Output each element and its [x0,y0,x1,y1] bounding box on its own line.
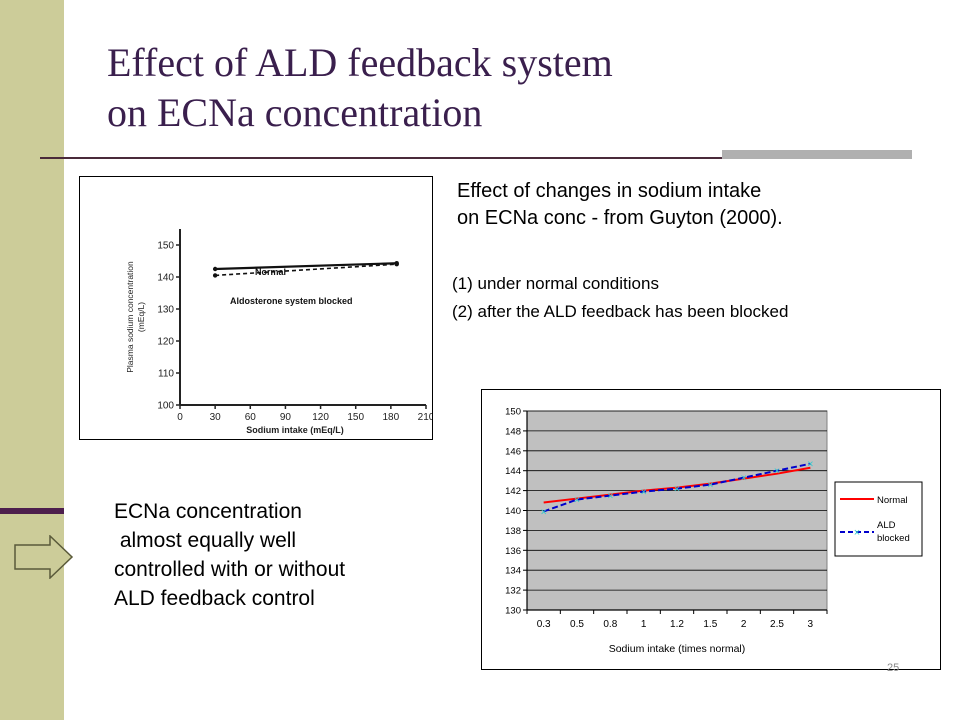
scan-y-tick-label: 140 [157,273,174,284]
excel-x-tick-label: 0.3 [537,619,551,630]
legend-blocked-marker: × [854,527,860,539]
scan-x-tick-label: 90 [280,412,292,423]
legend-normal-label: Normal [877,495,908,506]
excel-x-label: Sodium intake (times normal) [609,643,746,655]
excel-y-tick-label: 130 [505,606,521,617]
excel-y-tick-label: 138 [505,526,521,537]
conclusion-line-3: controlled with or without [114,558,346,581]
excel-x-tick-label: 1 [641,619,647,630]
conclusion-text: ECNa concentration almost equally well c… [114,497,345,613]
scan-x-tick-label: 210 [418,412,432,423]
excel-x-tick-label: 2 [741,619,747,630]
conclusion-line-2: almost equally well [114,529,297,552]
excel-x-tick-label: 1.5 [703,619,717,630]
conclusion-line-1: ECNa concentration [114,500,302,523]
sidebar-accent-bar [0,508,64,514]
scan-y-tick-label: 100 [157,401,174,412]
excel-y-tick-label: 146 [505,446,521,457]
excel-x-tick-label: 0.8 [603,619,617,630]
figure-caption: Effect of changes in sodium intake on EC… [457,178,783,232]
excel-y-tick-label: 150 [505,407,521,418]
scan-y-tick-label: 150 [157,241,174,252]
excel-data-marker: × [540,506,546,518]
excel-y-tick-label: 136 [505,546,521,557]
excel-y-tick-label: 132 [505,586,521,597]
scan-y-tick-label: 120 [157,337,174,348]
condition-item-2: (2) after the ALD feedback has been bloc… [452,302,789,321]
scan-y-label-2: (mEq/L) [136,302,146,332]
excel-y-tick-label: 142 [505,486,521,497]
scan-legend-normal: Normal [255,267,286,277]
legend-blocked-label-2: blocked [877,533,910,544]
slide-number: 25 [887,662,900,674]
slide-title: Effect of ALD feedback system on ECNa co… [107,38,613,138]
scan-x-tick-label: 120 [312,412,329,423]
scan-series-blocked [215,263,397,277]
condition-list: (1) under normal conditions (2) after th… [452,270,788,326]
conclusion-line-4: ALD feedback control [114,587,315,610]
excel-data-marker: × [674,484,680,496]
scan-x-tick-label: 180 [383,412,400,423]
right-arrow-icon [14,535,74,579]
scan-x-tick-label: 0 [177,412,183,423]
excel-y-tick-label: 134 [505,566,521,577]
excel-data-marker: × [707,480,713,492]
excel-y-tick-label: 144 [505,466,521,477]
excel-x-tick-label: 1.2 [670,619,684,630]
title-line-2: on ECNa concentration [107,90,483,135]
excel-data-marker: × [574,495,580,507]
title-underline [40,157,912,159]
scan-legend-blocked: Aldosterone system blocked [230,296,353,306]
scan-y-tick-label: 110 [158,369,174,380]
scan-x-tick-label: 30 [210,412,222,423]
excel-legend [834,481,923,557]
guyton-chart: 100 110 120 130 140 150 0 30 60 90 120 150 180 210 No… [79,176,433,440]
excel-chart: 130 132 134 136 138 140 142 144 146 148 150 0.3 0.5 0… [481,389,941,670]
scan-series-normal [215,262,397,271]
title-underline-accent [722,150,912,159]
scan-data-point [394,262,399,267]
caption-line-2: on ECNa conc - from Guyton (2000). [457,207,783,229]
excel-y-tick-label: 148 [505,426,521,437]
scan-data-point [212,266,218,272]
caption-line-1: Effect of changes in sodium intake [457,180,762,202]
legend-blocked-label-1: ALD [877,520,896,531]
excel-data-marker: × [774,466,780,478]
excel-x-tick-label: 0.5 [570,619,584,630]
scan-x-label: Sodium intake (mEq/L) [246,425,344,435]
title-line-1: Effect of ALD feedback system [107,40,613,85]
excel-x-tick-label: 3 [808,619,814,630]
scan-y-label-1: Plasma sodium concentration [125,261,135,373]
scan-data-point [212,273,218,278]
excel-data-marker: × [740,473,746,485]
sidebar-decoration [0,0,64,720]
scan-x-tick-label: 60 [245,412,257,423]
condition-item-1: (1) under normal conditions [452,274,659,293]
scan-x-tick-label: 150 [347,412,364,423]
excel-data-marker: × [607,491,613,503]
excel-data-marker: × [807,459,813,471]
excel-y-tick-label: 140 [505,506,521,517]
excel-series-ald-blocked [543,462,811,513]
scan-y-tick-label: 130 [157,305,174,316]
excel-x-tick-label: 2.5 [770,619,784,630]
excel-data-marker: × [640,487,646,499]
